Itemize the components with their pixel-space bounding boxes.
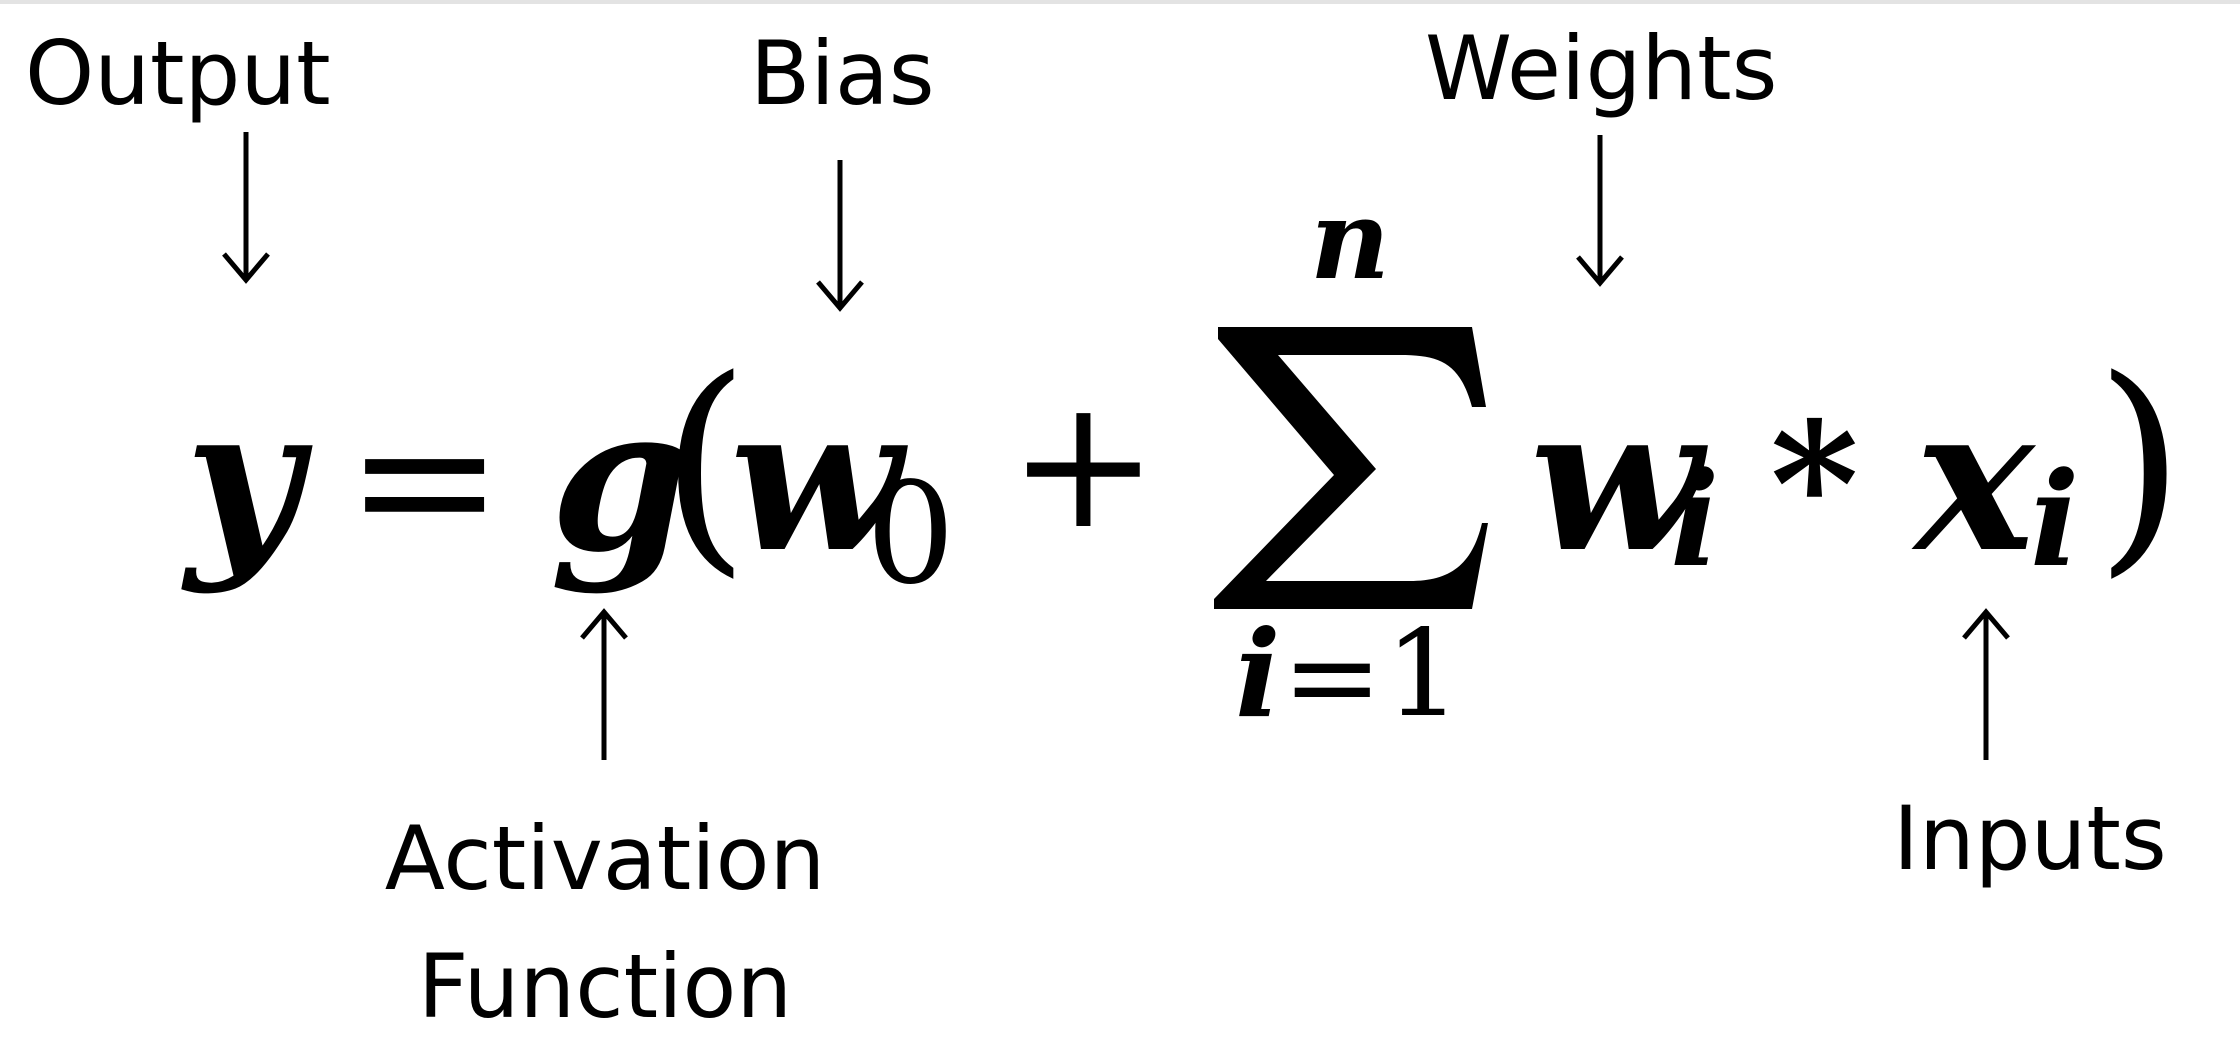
open-parenthesis: (: [660, 331, 750, 598]
bias-variable: w: [730, 362, 903, 597]
weight-variable: w: [1530, 362, 1703, 597]
inputs-label: Inputs: [1893, 787, 2167, 890]
weight-subscript: i: [1670, 443, 1720, 596]
top-border: [0, 0, 2240, 4]
sum-lower-value: 1: [1385, 605, 1462, 744]
bias-label: Bias: [750, 22, 935, 125]
sum-lower-index: i: [1235, 604, 1281, 745]
activation-arrow-up-icon: [574, 608, 634, 760]
weights-label: Weights: [1425, 17, 1778, 120]
bias-subscript: 0: [866, 453, 956, 616]
weights-arrow-down-icon: [1570, 135, 1630, 287]
close-parenthesis: ): [2095, 331, 2185, 598]
inputs-arrow-up-icon: [1956, 608, 2016, 760]
activation-label-line1: Activation: [384, 807, 826, 910]
plus-sign: +: [1008, 360, 1159, 569]
activation-function-label: Activation Function: [370, 795, 840, 1050]
summation-symbol-icon: [1210, 325, 1490, 610]
activation-function-symbol: g: [550, 362, 690, 597]
output-label: Output: [25, 22, 331, 125]
input-subscript: i: [2030, 443, 2080, 596]
bias-arrow-down-icon: [810, 160, 870, 312]
multiply-asterisk: *: [1770, 385, 1859, 585]
activation-label-line2: Function: [417, 934, 793, 1038]
output-arrow-down-icon: [216, 132, 276, 284]
input-variable: x: [1915, 362, 2035, 597]
sum-upper-limit: n: [1310, 175, 1390, 304]
equals-sign: =: [345, 369, 505, 590]
output-variable: y: [185, 362, 302, 597]
sum-lower-equals: =: [1282, 608, 1383, 747]
